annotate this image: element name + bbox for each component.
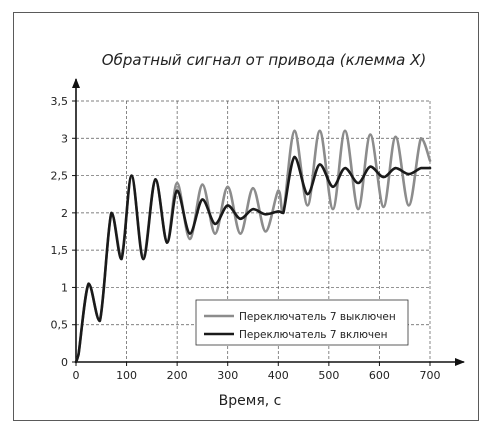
y-tick-label: 3,5 — [51, 95, 69, 108]
y-tick-label: 1,5 — [51, 244, 69, 257]
chart-title: Обратный сигнал от привода (клемма X) — [102, 51, 426, 69]
y-tick-label: 2 — [61, 207, 68, 220]
legend-label-off: Переключатель 7 выключен — [239, 311, 396, 323]
chart-svg: Обратный сигнал от привода (клемма X) 00… — [51, 51, 465, 409]
legend: Переключатель 7 выключен Переключатель 7… — [195, 299, 409, 346]
x-tick-label: 400 — [268, 369, 289, 382]
x-tick-label: 100 — [116, 369, 137, 382]
y-tick-label: 0,5 — [51, 319, 69, 332]
x-axis-label: Время, с — [219, 393, 282, 409]
tick-layer: 0 0,5 1 1,5 2 2,5 3 3,5 0 100 200 300 400 500 600 700 — [51, 95, 441, 382]
legend-box — [195, 299, 409, 346]
x-tick-label: 200 — [167, 369, 188, 382]
legend-label-on: Переключатель 7 включен — [239, 329, 387, 341]
series-layer — [74, 129, 432, 364]
x-tick-label: 700 — [420, 369, 441, 382]
series-line-switch-on — [74, 155, 432, 364]
x-tick-label: 0 — [73, 369, 80, 382]
x-tick-label: 600 — [369, 369, 390, 382]
x-tick-label: 300 — [217, 369, 238, 382]
x-tick-label: 500 — [318, 369, 339, 382]
y-tick-label: 2,5 — [51, 170, 69, 183]
y-tick-label: 1 — [61, 281, 68, 294]
y-tick-label: 0 — [61, 356, 68, 369]
y-tick-label: 3 — [61, 132, 68, 145]
axis-layer — [72, 78, 465, 366]
